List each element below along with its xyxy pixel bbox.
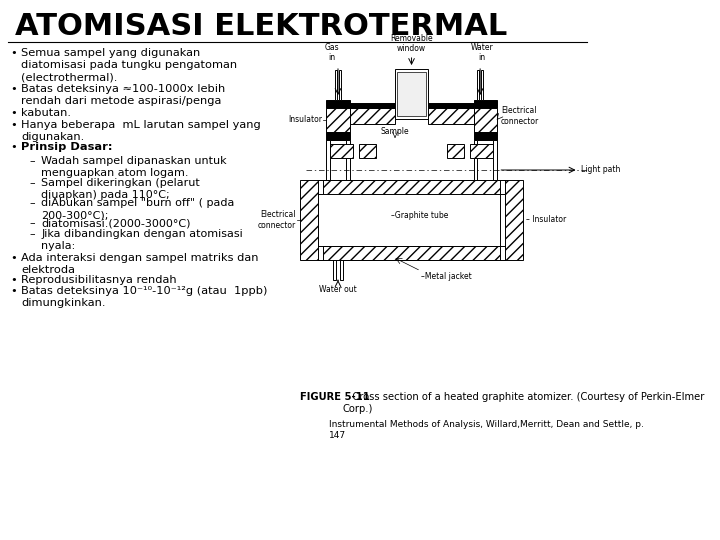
Text: Light path: Light path <box>581 165 621 173</box>
Bar <box>447 144 464 158</box>
Bar <box>397 72 426 116</box>
Bar <box>333 260 336 280</box>
Bar <box>500 180 505 260</box>
Bar <box>474 100 497 108</box>
Bar <box>326 132 350 140</box>
Text: •: • <box>10 253 17 263</box>
Text: Removable
window: Removable window <box>390 33 433 53</box>
Text: Insulator: Insulator <box>288 116 323 125</box>
Bar <box>493 140 497 185</box>
Text: Jika dibandingkan dengan atomisasi
nyala:: Jika dibandingkan dengan atomisasi nyala… <box>41 229 243 251</box>
Text: Electrical
connector: Electrical connector <box>501 106 539 126</box>
Bar <box>395 69 428 119</box>
Text: diatomisasi.(2000-3000°C): diatomisasi.(2000-3000°C) <box>41 218 191 228</box>
Text: diAbukan sampel "burn off" ( pada
200-300°C);: diAbukan sampel "burn off" ( pada 200-30… <box>41 198 235 220</box>
Text: –: – <box>30 178 35 188</box>
Text: –Graphite tube: –Graphite tube <box>391 211 449 219</box>
Text: Batas deteksinya ≈100-1000x lebih
rendah dari metode aspirasi/penga: Batas deteksinya ≈100-1000x lebih rendah… <box>22 84 226 106</box>
Bar <box>474 140 477 185</box>
Bar <box>428 103 474 108</box>
Bar <box>340 260 343 280</box>
Bar <box>326 100 350 108</box>
Text: ATOMISASI ELEKTROTERMAL: ATOMISASI ELEKTROTERMAL <box>15 12 507 41</box>
Text: Prinsip Dasar:: Prinsip Dasar: <box>22 142 113 152</box>
Text: Reprodusibilitasnya rendah: Reprodusibilitasnya rendah <box>22 275 177 285</box>
Bar <box>335 70 337 100</box>
Text: –: – <box>30 229 35 239</box>
Bar <box>474 108 497 132</box>
Bar <box>359 144 376 158</box>
Bar <box>300 180 318 260</box>
Text: Ada interaksi dengan sampel matriks dan
elektroda: Ada interaksi dengan sampel matriks dan … <box>22 253 259 275</box>
Text: Wadah sampel dipanaskan untuk
menguapkan atom logam.: Wadah sampel dipanaskan untuk menguapkan… <box>41 156 227 178</box>
Text: Batas deteksinya 10⁻¹⁰-10⁻¹²g (atau  1ppb)
dimungkinkan.: Batas deteksinya 10⁻¹⁰-10⁻¹²g (atau 1ppb… <box>22 286 268 308</box>
Bar <box>350 103 395 108</box>
Bar <box>481 70 483 100</box>
Text: •: • <box>10 286 17 296</box>
Text: Water out: Water out <box>319 285 357 294</box>
Text: •: • <box>10 120 17 130</box>
Text: Gas
in: Gas in <box>325 43 340 62</box>
Bar <box>470 144 493 158</box>
Text: Sampel dikeringkan (pelarut
diuapkan) pada 110°C;: Sampel dikeringkan (pelarut diuapkan) pa… <box>41 178 200 200</box>
Text: – Insulator: – Insulator <box>526 215 567 225</box>
Text: •: • <box>10 48 17 58</box>
Text: Instrumental Methods of Analysis, Willard,Merritt, Dean and Settle, p.
147: Instrumental Methods of Analysis, Willar… <box>329 420 644 440</box>
Bar <box>428 108 474 124</box>
Text: –Metal jacket: –Metal jacket <box>421 272 472 281</box>
Bar <box>318 246 505 260</box>
Text: •: • <box>10 275 17 285</box>
Bar <box>346 140 350 185</box>
Bar <box>318 180 323 260</box>
Text: FIGURE 5-11: FIGURE 5-11 <box>300 392 370 402</box>
Text: Electrical
connector: Electrical connector <box>258 210 296 230</box>
Text: –: – <box>30 218 35 228</box>
Text: Water
in: Water in <box>470 43 493 62</box>
Bar <box>318 180 505 194</box>
Bar <box>350 108 395 124</box>
Text: •: • <box>10 142 17 152</box>
Bar <box>505 180 523 260</box>
Text: –: – <box>30 198 35 208</box>
Bar <box>339 70 341 100</box>
Bar <box>474 132 497 140</box>
Text: –: – <box>30 156 35 166</box>
Bar <box>326 140 330 185</box>
Text: Semua sampel yang digunakan
diatomisasi pada tungku pengatoman
(electrothermal).: Semua sampel yang digunakan diatomisasi … <box>22 48 238 82</box>
Bar <box>330 144 353 158</box>
Text: •: • <box>10 84 17 94</box>
Text: kabutan.: kabutan. <box>22 108 71 118</box>
Bar <box>326 108 350 132</box>
Text: •: • <box>10 108 17 118</box>
Bar <box>323 194 500 246</box>
Text: Cross section of a heated graphite atomizer. (Courtesy of Perkin-Elmer
Corp.): Cross section of a heated graphite atomi… <box>343 392 704 414</box>
Bar <box>477 70 480 100</box>
Text: Hanya beberapa  mL larutan sampel yang
digunakan.: Hanya beberapa mL larutan sampel yang di… <box>22 120 261 142</box>
Text: Sample: Sample <box>381 127 410 137</box>
